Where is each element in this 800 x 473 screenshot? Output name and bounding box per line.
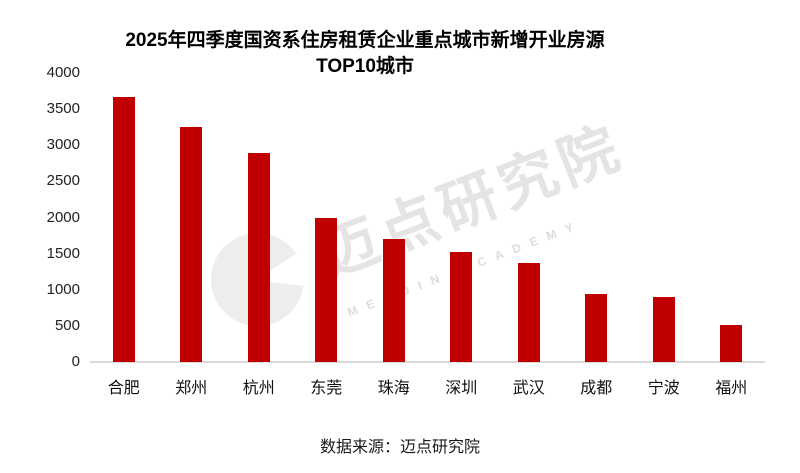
x-axis-label-宁波: 宁波 (647, 380, 680, 397)
y-axis-tick-label: 2000 (46, 208, 80, 226)
y-axis-tick-label: 500 (54, 316, 80, 334)
y-axis-tick-label: 4000 (46, 64, 80, 81)
bar-东莞 (315, 218, 338, 362)
x-axis-label-珠海: 珠海 (377, 380, 410, 397)
bar-合肥 (112, 96, 135, 362)
y-axis-tick-label: 3500 (46, 100, 80, 118)
bar-深圳 (450, 252, 473, 362)
x-axis-label-成都: 成都 (580, 380, 613, 397)
x-axis-label-杭州: 杭州 (242, 380, 275, 397)
bar-宁波 (652, 296, 675, 362)
x-axis-label-东莞: 东莞 (310, 380, 343, 397)
x-axis-label-福州: 福州 (715, 380, 748, 397)
y-axis-tick-label: 3000 (46, 136, 80, 154)
x-axis-line (90, 361, 765, 363)
x-axis-label-合肥: 合肥 (107, 380, 140, 397)
source-note: 数据来源：迈点研究院 (319, 439, 480, 456)
bar-郑州 (180, 127, 203, 362)
bar-福州 (720, 325, 743, 362)
bar-珠海 (382, 239, 405, 362)
chart-title-line2: TOP10城市 (316, 56, 414, 77)
bar-杭州 (247, 153, 270, 362)
chart-title-line1: 2025年四季度国资系住房租赁企业重点城市新增开业房源 (125, 30, 605, 51)
bar-成都 (585, 294, 608, 362)
y-axis-tick-label: 0 (71, 353, 80, 370)
y-axis-tick-label: 2500 (46, 172, 80, 190)
chart-title: 2025年四季度国资系住房租赁企业重点城市新增开业房源 TOP10城市 (0, 28, 730, 80)
y-axis-tick-label: 1000 (46, 280, 80, 298)
x-axis-label-武汉: 武汉 (512, 380, 545, 397)
x-axis-label-深圳: 深圳 (445, 380, 478, 397)
x-axis-label-郑州: 郑州 (175, 380, 208, 397)
y-axis-tick-label: 1500 (46, 244, 80, 262)
bar-武汉 (517, 263, 540, 362)
